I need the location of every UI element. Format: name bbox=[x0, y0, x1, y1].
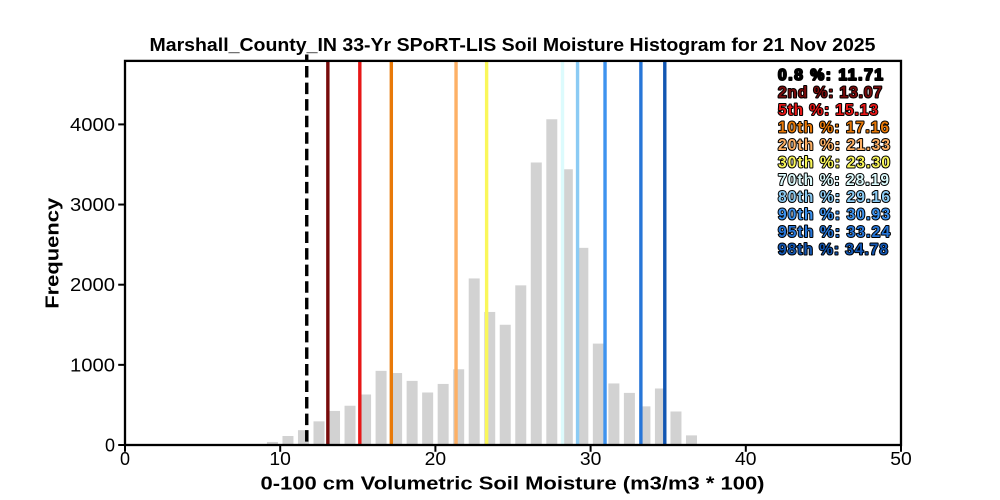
svg-text:80th %: 29.16: 80th %: 29.16 bbox=[778, 189, 890, 206]
svg-text:50: 50 bbox=[890, 449, 912, 469]
svg-text:0.8 %: 11.71: 0.8 %: 11.71 bbox=[778, 67, 883, 84]
svg-text:10: 10 bbox=[269, 449, 291, 469]
svg-text:0: 0 bbox=[120, 449, 130, 469]
svg-text:20th %: 21.33: 20th %: 21.33 bbox=[778, 137, 890, 154]
svg-text:2nd %: 13.07: 2nd %: 13.07 bbox=[778, 84, 882, 101]
svg-text:4000: 4000 bbox=[70, 115, 115, 135]
svg-text:0-100 cm Volumetric Soil Moist: 0-100 cm Volumetric Soil Moisture (m3/m3… bbox=[261, 474, 765, 494]
svg-text:40: 40 bbox=[735, 449, 757, 469]
svg-text:Marshall_County_IN 33-Yr SPoRT: Marshall_County_IN 33-Yr SPoRT-LIS Soil … bbox=[150, 35, 876, 55]
svg-text:Frequency: Frequency bbox=[43, 198, 63, 309]
svg-text:30: 30 bbox=[580, 449, 602, 469]
svg-text:1000: 1000 bbox=[70, 355, 115, 375]
svg-text:3000: 3000 bbox=[70, 195, 115, 215]
svg-text:90th %: 30.93: 90th %: 30.93 bbox=[778, 207, 890, 224]
svg-text:70th %: 28.19: 70th %: 28.19 bbox=[778, 172, 889, 189]
svg-text:95th %: 33.24: 95th %: 33.24 bbox=[778, 224, 890, 241]
svg-text:30th %: 23.30: 30th %: 23.30 bbox=[778, 154, 890, 171]
svg-text:98th %: 34.78: 98th %: 34.78 bbox=[778, 242, 888, 259]
svg-text:0: 0 bbox=[105, 435, 115, 455]
svg-text:10th %: 17.16: 10th %: 17.16 bbox=[778, 119, 889, 136]
svg-text:5th %: 15.13: 5th %: 15.13 bbox=[778, 102, 878, 119]
svg-text:20: 20 bbox=[425, 449, 447, 469]
svg-text:2000: 2000 bbox=[70, 275, 115, 295]
